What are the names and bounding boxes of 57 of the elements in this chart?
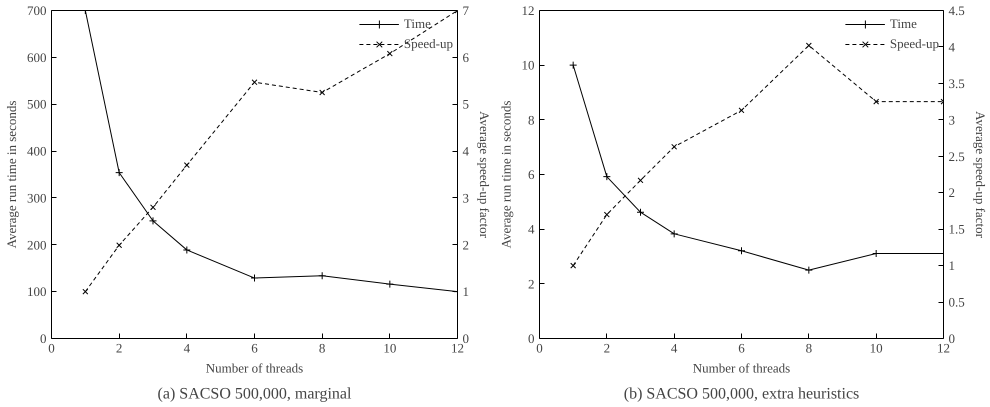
y-tick-label: 0 bbox=[528, 331, 534, 346]
y2-tick-label: 3 bbox=[462, 190, 469, 206]
y2-tick-label: 2 bbox=[948, 185, 955, 200]
x-tick-label: 8 bbox=[318, 340, 326, 356]
y2-tick-label: 0 bbox=[948, 331, 955, 346]
y2-tick-label: 1.5 bbox=[948, 222, 965, 237]
y-tick-label: 6 bbox=[528, 167, 535, 182]
x-tick-label: 12 bbox=[451, 340, 464, 356]
x-axis-title: Number of threads bbox=[206, 360, 304, 376]
y-tick-label: 300 bbox=[27, 190, 46, 206]
y2-tick-label: 7 bbox=[462, 3, 470, 18]
x-tick-label: 10 bbox=[383, 340, 396, 356]
y-tick-label: 8 bbox=[528, 112, 534, 128]
x-tick-label: 6 bbox=[251, 340, 258, 356]
y-axis-title: Average run time in seconds bbox=[4, 100, 19, 248]
x-tick-label: 2 bbox=[604, 340, 610, 356]
y-tick-label: 12 bbox=[522, 3, 534, 18]
y-tick-label: 0 bbox=[40, 331, 46, 346]
y-axis-title: Average run time in seconds bbox=[498, 100, 514, 248]
x-tick-label: 4 bbox=[670, 340, 678, 356]
text: (a) SACSO 500,000, marginal bbox=[158, 386, 352, 402]
x-tick-label: 4 bbox=[184, 340, 191, 356]
x-tick-label: 10 bbox=[870, 340, 883, 356]
y2-tick-label: 1 bbox=[948, 258, 955, 274]
legend-label: Time bbox=[404, 16, 431, 32]
y-tick-label: 400 bbox=[27, 144, 46, 159]
y2-tick-label: 3 bbox=[948, 112, 955, 128]
y2-tick-label: 4 bbox=[462, 144, 470, 159]
legend-label: Time bbox=[890, 16, 917, 32]
y-tick-label: 10 bbox=[522, 58, 534, 73]
y-tick-label: 2 bbox=[528, 276, 534, 292]
y-tick-label: 200 bbox=[27, 237, 46, 252]
x-tick-label: 6 bbox=[738, 340, 746, 356]
y-tick-label: 600 bbox=[27, 50, 46, 65]
y-tick-label: 500 bbox=[27, 96, 46, 112]
y2-tick-label: 2 bbox=[462, 237, 469, 252]
y2-tick-label: 2.5 bbox=[948, 148, 965, 164]
y2-tick-label: 6 bbox=[462, 50, 470, 65]
y-tick-label: 4 bbox=[528, 222, 535, 237]
x-axis-title: Number of threads bbox=[692, 360, 790, 376]
x-tick-label: 12 bbox=[937, 340, 950, 356]
y2-tick-label: 0.5 bbox=[948, 294, 965, 310]
legend-label: Speed-up bbox=[404, 36, 453, 52]
x-tick-label: 8 bbox=[806, 340, 812, 356]
y2-tick-label: 4.5 bbox=[948, 3, 965, 18]
y-tick-label: 700 bbox=[27, 3, 46, 18]
text: (b) SACSO 500,000, extra heuristics bbox=[624, 386, 860, 402]
y2-tick-label: 1 bbox=[462, 284, 469, 300]
y2-tick-label: 0 bbox=[462, 331, 469, 346]
y-tick-label: 100 bbox=[27, 284, 46, 300]
y2-tick-label: 5 bbox=[462, 96, 469, 112]
x-tick-label: 2 bbox=[116, 340, 122, 356]
y2-axis-title: Average speed-up factor bbox=[477, 111, 492, 239]
legend-label: Speed-up bbox=[890, 36, 939, 52]
y2-tick-label: 4 bbox=[948, 39, 956, 54]
y2-tick-label: 3.5 bbox=[948, 76, 965, 91]
y2-axis-title: Average speed-up factor bbox=[972, 111, 988, 239]
